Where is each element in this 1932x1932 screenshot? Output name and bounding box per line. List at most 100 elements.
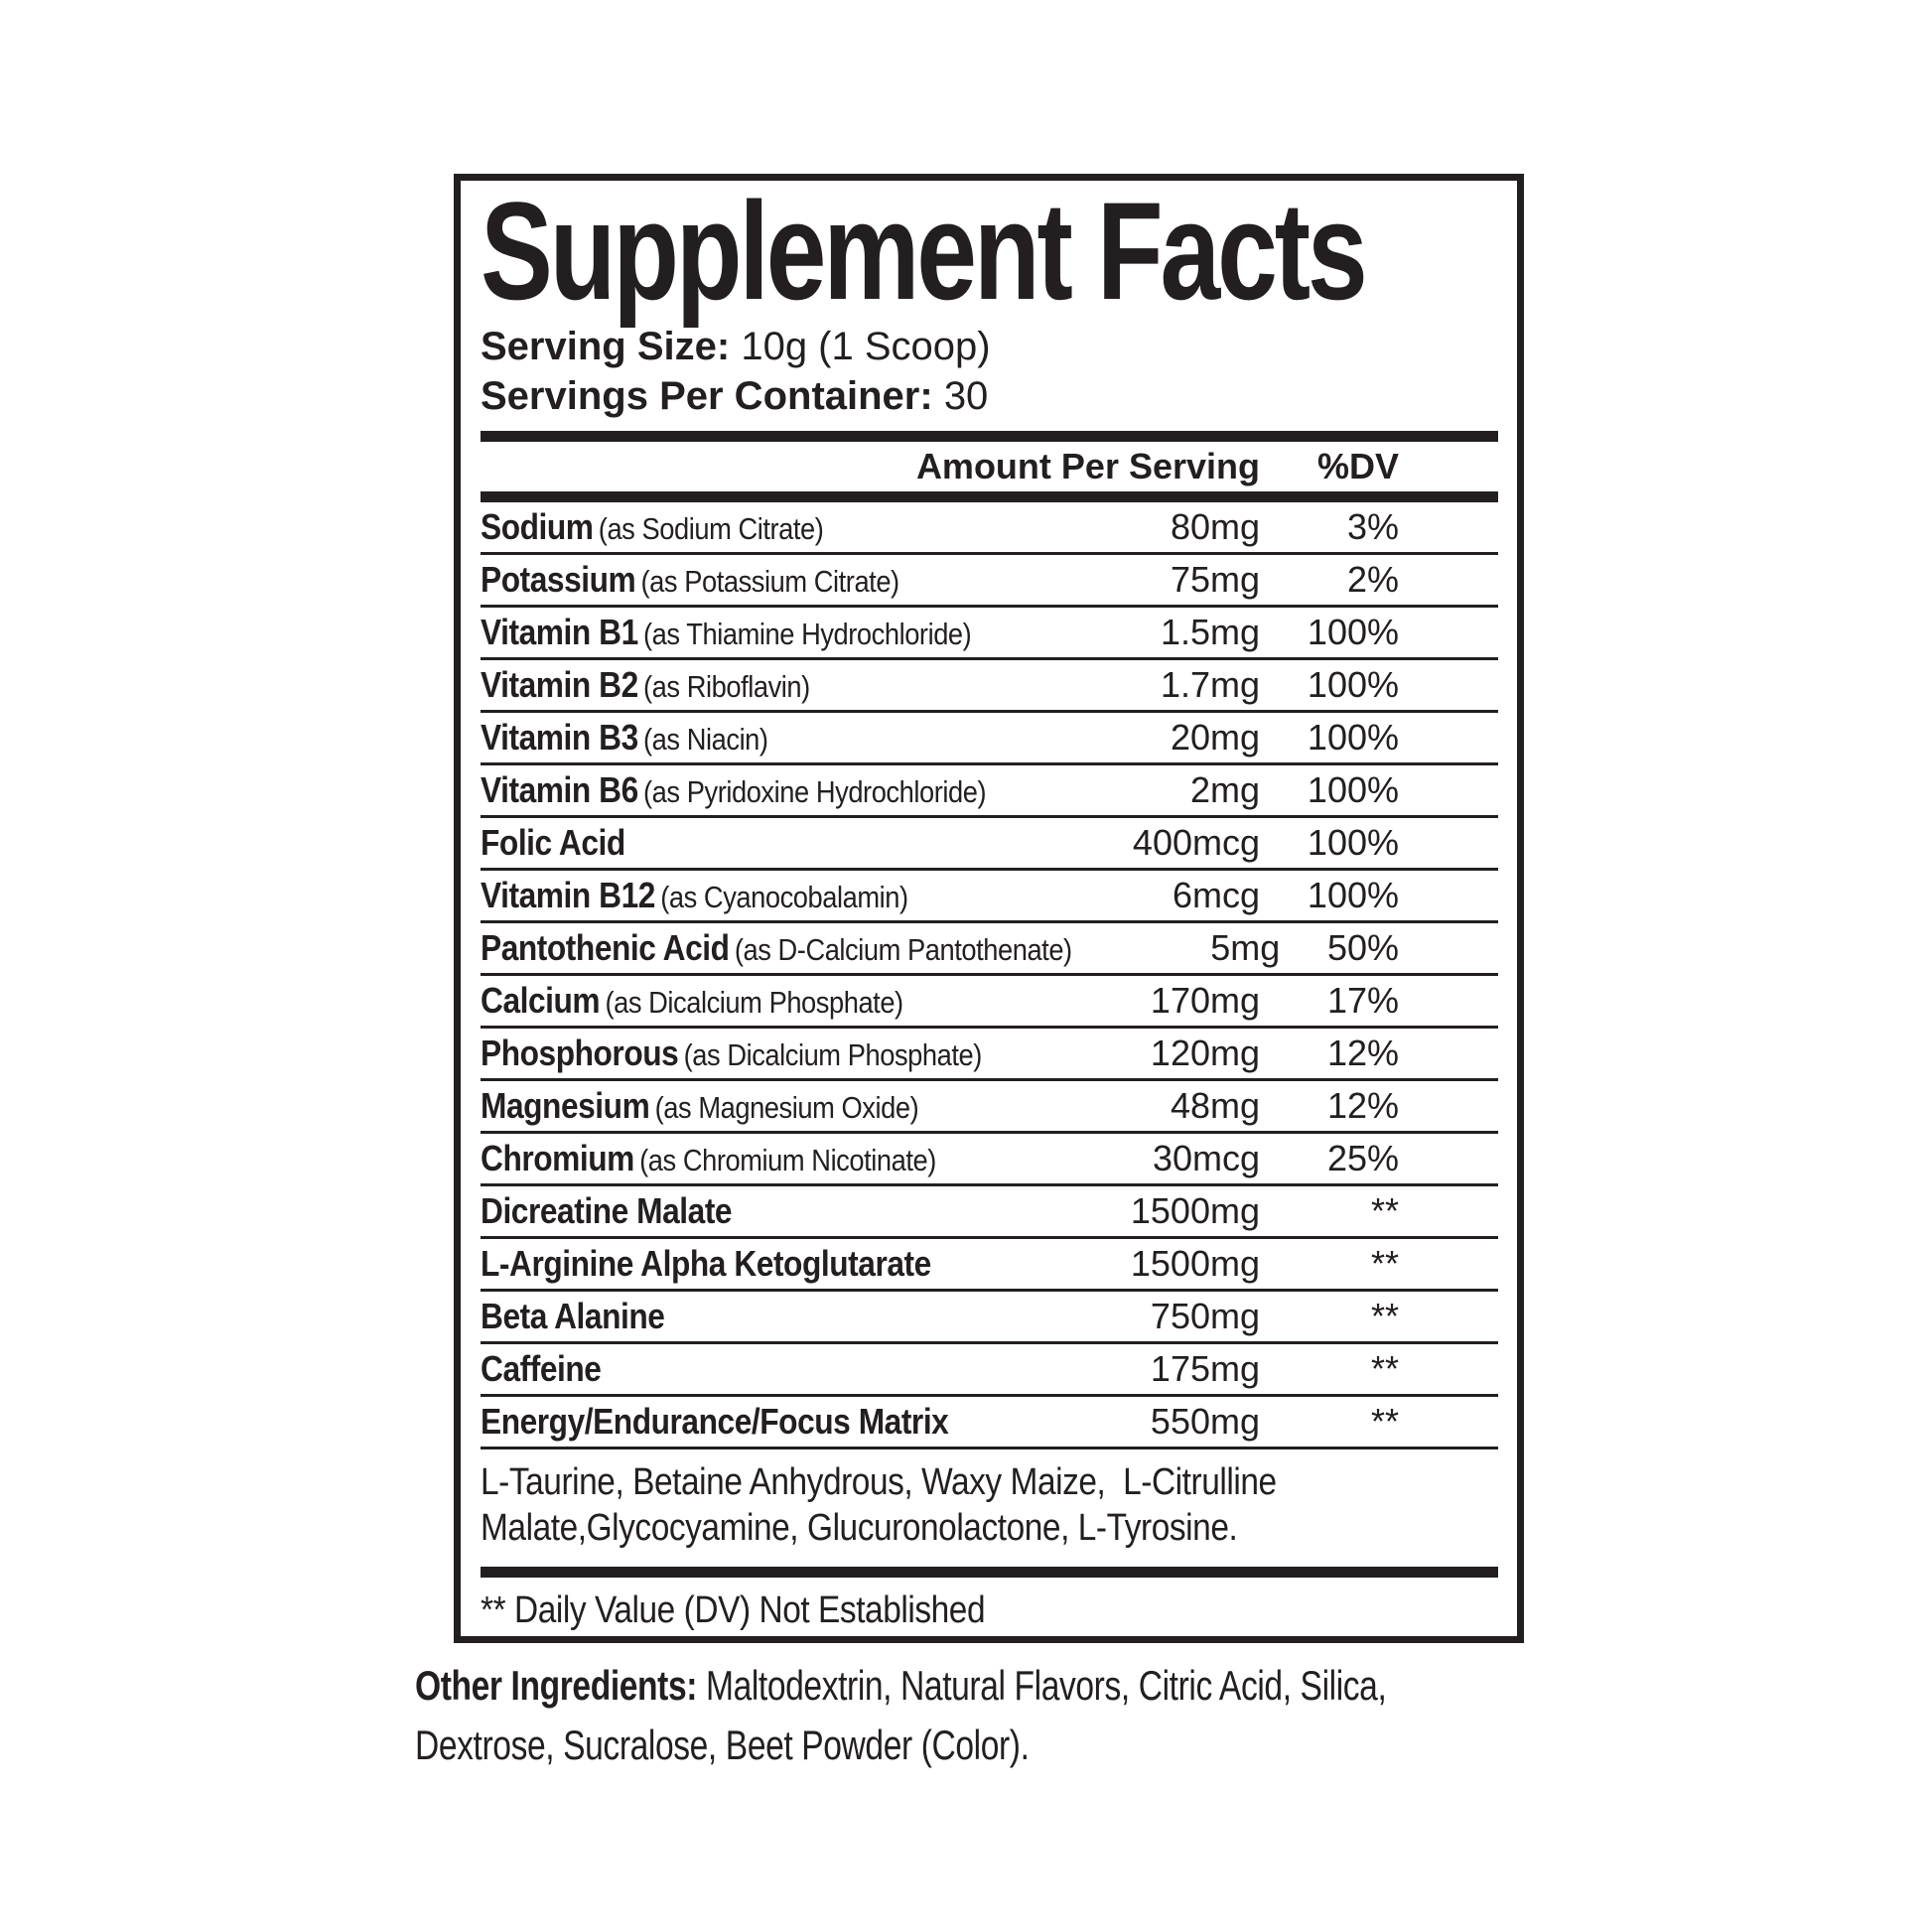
nutrient-dv: ** [1370,1296,1399,1336]
nutrient-name-cell: Energy/Endurance/Focus Matrix [481,1401,1035,1443]
nutrient-amount: 1.5mg [1160,612,1260,652]
table-header-row: Amount Per Serving %DV [481,442,1498,491]
nutrient-name-cell: Sodium (as Sodium Citrate) [481,506,1035,548]
nutrient-source: (as Dicalcium Phosphate) [683,1037,983,1072]
amount-per-serving-header: Amount Per Serving [915,446,1260,486]
nutrient-dv: 100% [1307,717,1399,758]
nutrient-name: Chromium [481,1138,634,1178]
nutrient-amount: 1500mg [1130,1243,1260,1284]
panel-title: Supplement Facts [481,174,1368,329]
nutrient-source: (as Sodium Citrate) [598,511,824,546]
table-row: Vitamin B3 (as Niacin) 20mg 100% [481,713,1498,765]
nutrient-name-cell: Chromium (as Chromium Nicotinate) [481,1138,1035,1179]
nutrient-source: (as Riboflavin) [643,669,810,704]
nutrient-name-cell: L-Arginine Alpha Ketoglutarate [481,1243,1035,1285]
nutrient-name-cell: Dicreatine Malate [481,1190,1035,1232]
divider-thick-bottom [481,1567,1498,1578]
table-row: Beta Alanine 750mg ** [481,1292,1498,1344]
nutrient-dv: 100% [1307,664,1399,705]
serving-size-line: Serving Size: 10g (1 Scoop) [481,322,1498,371]
nutrient-dv: ** [1370,1401,1399,1442]
nutrient-dv: 3% [1346,506,1399,547]
nutrient-source: (as Pyridoxine Hydrochloride) [643,774,987,809]
supplement-facts-panel: Supplement Facts Serving Size: 10g (1 Sc… [454,174,1524,1643]
nutrient-amount: 1500mg [1130,1190,1260,1231]
nutrient-name: Caffeine [481,1348,602,1389]
nutrient-source: (as Dicalcium Phosphate) [605,985,903,1020]
servings-per-container-label: Servings Per Container: [481,374,933,418]
nutrient-dv: 12% [1326,1085,1399,1126]
table-row: Caffeine 175mg ** [481,1344,1498,1397]
nutrient-amount: 550mg [1150,1401,1260,1442]
nutrient-name-cell: Magnesium (as Magnesium Oxide) [481,1085,1035,1127]
nutrient-name: Vitamin B6 [481,769,638,810]
nutrient-name: Sodium [481,506,594,547]
table-row: Energy/Endurance/Focus Matrix 550mg ** [481,1397,1498,1449]
nutrient-name: Vitamin B1 [481,612,638,652]
nutrient-name-cell: Vitamin B3 (as Niacin) [481,717,1035,759]
nutrient-amount: 120mg [1150,1033,1260,1073]
nutrient-name-cell: Phosphorous (as Dicalcium Phosphate) [481,1033,1035,1074]
nutrient-name-cell: Vitamin B12 (as Cyanocobalamin) [481,875,1035,916]
dv-header: %DV [1316,446,1399,486]
nutrient-name-cell: Folic Acid [481,822,1035,864]
nutrient-amount: 75mg [1170,559,1260,600]
table-row: Folic Acid 400mcg 100% [481,818,1498,871]
nutrient-dv: ** [1370,1348,1399,1389]
nutrient-dv: 50% [1326,927,1399,968]
other-ingredients-label: Other Ingredients: [415,1662,698,1709]
serving-size-label: Serving Size: [481,325,731,368]
nutrient-dv: ** [1370,1190,1399,1231]
nutrient-name: Folic Acid [481,822,625,863]
table-row: Magnesium (as Magnesium Oxide) 48mg 12% [481,1081,1498,1134]
table-row: Vitamin B1 (as Thiamine Hydrochloride) 1.… [481,608,1498,660]
nutrient-dv: 100% [1307,612,1399,652]
nutrient-source: (as Thiamine Hydrochloride) [643,617,972,651]
table-row: L-Arginine Alpha Ketoglutarate 1500mg ** [481,1239,1498,1292]
nutrient-name: Vitamin B12 [481,875,655,915]
nutrient-dv: 100% [1307,822,1399,863]
nutrient-amount: 170mg [1150,980,1260,1021]
nutrient-amount: 48mg [1170,1085,1260,1126]
servings-per-container-line: Servings Per Container: 30 [481,371,1498,421]
nutrient-name: Dicreatine Malate [481,1190,733,1231]
nutrient-source: (as D-Calcium Pantothenate) [734,932,1072,967]
nutrient-name-cell: Caffeine [481,1348,1035,1390]
nutrient-name: L-Arginine Alpha Ketoglutarate [481,1243,931,1284]
nutrient-amount: 30mcg [1152,1138,1260,1178]
table-row: Chromium (as Chromium Nicotinate) 30mcg 2… [481,1134,1498,1186]
nutrient-source: (as Magnesium Oxide) [654,1090,919,1125]
nutrient-source: (as Cyanocobalamin) [660,880,908,914]
nutrient-name-cell: Vitamin B1 (as Thiamine Hydrochloride) [481,612,1035,653]
other-ingredients-text: Other Ingredients: Maltodextrin, Natural… [415,1656,1511,1775]
table-row: Vitamin B6 (as Pyridoxine Hydrochloride) … [481,765,1498,818]
nutrient-name-cell: Beta Alanine [481,1296,1035,1337]
nutrient-name: Calcium [481,980,601,1021]
table-row: Vitamin B12 (as Cyanocobalamin) 6mcg 100% [481,871,1498,923]
nutrient-name: Beta Alanine [481,1296,665,1336]
serving-size-value: 10g (1 Scoop) [741,325,991,368]
nutrient-name: Potassium [481,559,636,600]
nutrient-name: Phosphorous [481,1033,679,1073]
nutrient-dv: 17% [1326,980,1399,1021]
nutrient-amount: 1.7mg [1160,664,1260,705]
nutrient-source: (as Chromium Nicotinate) [639,1143,936,1177]
nutrient-dv: 2% [1346,559,1399,600]
table-row: Calcium (as Dicalcium Phosphate) 170mg 17… [481,976,1498,1029]
nutrient-source: (as Potassium Citrate) [640,564,900,599]
nutrient-name: Pantothenic Acid [481,927,730,968]
nutrient-amount: 6mcg [1172,875,1260,915]
nutrient-table: Sodium (as Sodium Citrate) 80mg 3% Potass… [481,502,1498,1449]
nutrient-name: Vitamin B3 [481,717,638,758]
nutrient-name-cell: Potassium (as Potassium Citrate) [481,559,1035,601]
dv-footnote: ** Daily Value (DV) Not Established [481,1589,986,1631]
nutrient-amount: 750mg [1150,1296,1260,1336]
divider-thick-under-header [481,491,1498,502]
nutrient-name-cell: Calcium (as Dicalcium Phosphate) [481,980,1035,1022]
table-row: Dicreatine Malate 1500mg ** [481,1186,1498,1239]
table-row: Vitamin B2 (as Riboflavin) 1.7mg 100% [481,660,1498,713]
nutrient-dv: 100% [1307,875,1399,915]
nutrient-dv: ** [1370,1243,1399,1284]
nutrient-name-cell: Pantothenic Acid (as D-Calcium Pantothena… [481,927,1072,969]
matrix-ingredients-text: L-Taurine, Betaine Anhydrous, Waxy Maize… [481,1461,1286,1549]
